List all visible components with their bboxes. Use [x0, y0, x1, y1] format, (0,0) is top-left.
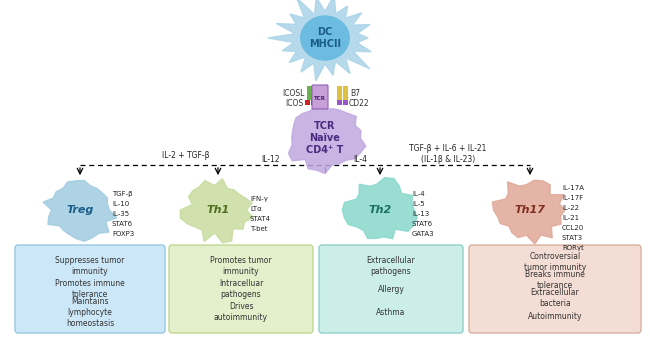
Text: Breaks immune
tolerance: Breaks immune tolerance: [525, 270, 585, 290]
Text: Intracelluar
pathogens: Intracelluar pathogens: [219, 279, 263, 299]
Text: IL-10: IL-10: [112, 201, 129, 207]
Text: STAT6: STAT6: [412, 221, 433, 227]
Text: Asthma: Asthma: [376, 308, 406, 317]
Text: Extracellular
pathogens: Extracellular pathogens: [367, 256, 415, 276]
Bar: [343, 100, 348, 105]
Text: FOXP3: FOXP3: [112, 231, 135, 237]
Text: Promotes tumor
immunity: Promotes tumor immunity: [210, 256, 272, 276]
Text: B7: B7: [350, 88, 360, 98]
Text: TGF-β + IL-6 + IL-21
(IL-1β & IL-23): TGF-β + IL-6 + IL-21 (IL-1β & IL-23): [410, 144, 487, 164]
FancyBboxPatch shape: [312, 85, 328, 109]
Text: Th1: Th1: [207, 205, 229, 215]
Text: IL-2 + TGF-β: IL-2 + TGF-β: [162, 151, 210, 159]
Text: IL-35: IL-35: [112, 211, 129, 217]
Text: TCR: TCR: [314, 97, 326, 102]
Text: TCR
Naïve
CD4⁺ T: TCR Naïve CD4⁺ T: [306, 121, 344, 155]
Text: IL-4: IL-4: [353, 155, 367, 165]
FancyBboxPatch shape: [319, 245, 463, 333]
Text: IFN-γ: IFN-γ: [250, 196, 268, 202]
Bar: [313, 86, 318, 100]
Text: CD22: CD22: [349, 99, 370, 107]
Text: IL-12: IL-12: [262, 155, 280, 165]
Text: T-bet: T-bet: [250, 226, 268, 232]
Text: TGF-β: TGF-β: [112, 191, 133, 197]
Polygon shape: [43, 181, 117, 241]
Bar: [305, 100, 310, 105]
Text: IL-4: IL-4: [412, 191, 424, 197]
Text: STAT4: STAT4: [250, 216, 271, 222]
Text: Autoimmunity: Autoimmunity: [528, 312, 582, 321]
Bar: [343, 86, 348, 100]
Text: Allergy: Allergy: [378, 285, 404, 293]
Text: GATA3: GATA3: [412, 231, 435, 237]
Bar: [337, 100, 342, 105]
Text: IL-22: IL-22: [562, 205, 579, 211]
Text: Extracellular
bacteria: Extracellular bacteria: [530, 288, 579, 308]
Ellipse shape: [301, 16, 349, 60]
Polygon shape: [268, 0, 371, 81]
Text: Drives
autoimmunity: Drives autoimmunity: [214, 302, 268, 322]
Text: Treg: Treg: [66, 205, 94, 215]
Text: Th17: Th17: [515, 205, 545, 215]
Text: ICOSL: ICOSL: [283, 88, 305, 98]
Text: STAT6: STAT6: [112, 221, 133, 227]
Bar: [311, 100, 316, 105]
FancyBboxPatch shape: [469, 245, 641, 333]
Text: STAT3: STAT3: [562, 235, 583, 241]
Text: LTα: LTα: [250, 206, 262, 212]
Bar: [307, 86, 312, 100]
Text: IL-13: IL-13: [412, 211, 429, 217]
Text: ICOS: ICOS: [285, 99, 303, 107]
Text: IL-17A: IL-17A: [562, 185, 584, 191]
Text: Th2: Th2: [369, 205, 391, 215]
Polygon shape: [289, 106, 366, 173]
Text: IL-5: IL-5: [412, 201, 424, 207]
Text: Maintains
lymphocyte
homeostasis: Maintains lymphocyte homeostasis: [66, 297, 114, 328]
Bar: [337, 86, 342, 100]
Polygon shape: [493, 180, 565, 244]
Text: Promotes immune
tolerance: Promotes immune tolerance: [55, 279, 125, 299]
Text: IL-21: IL-21: [562, 215, 579, 221]
Text: IL-17F: IL-17F: [562, 195, 583, 201]
Text: Controversial
tumor immunity: Controversial tumor immunity: [524, 252, 586, 272]
Text: Suppresses tumor
immunity: Suppresses tumor immunity: [55, 256, 125, 276]
Text: RORγt: RORγt: [562, 245, 584, 251]
Polygon shape: [180, 179, 253, 243]
FancyBboxPatch shape: [15, 245, 165, 333]
Polygon shape: [343, 178, 417, 239]
Text: CCL20: CCL20: [562, 225, 584, 231]
FancyBboxPatch shape: [169, 245, 313, 333]
Text: DC
MHCII: DC MHCII: [309, 27, 341, 49]
